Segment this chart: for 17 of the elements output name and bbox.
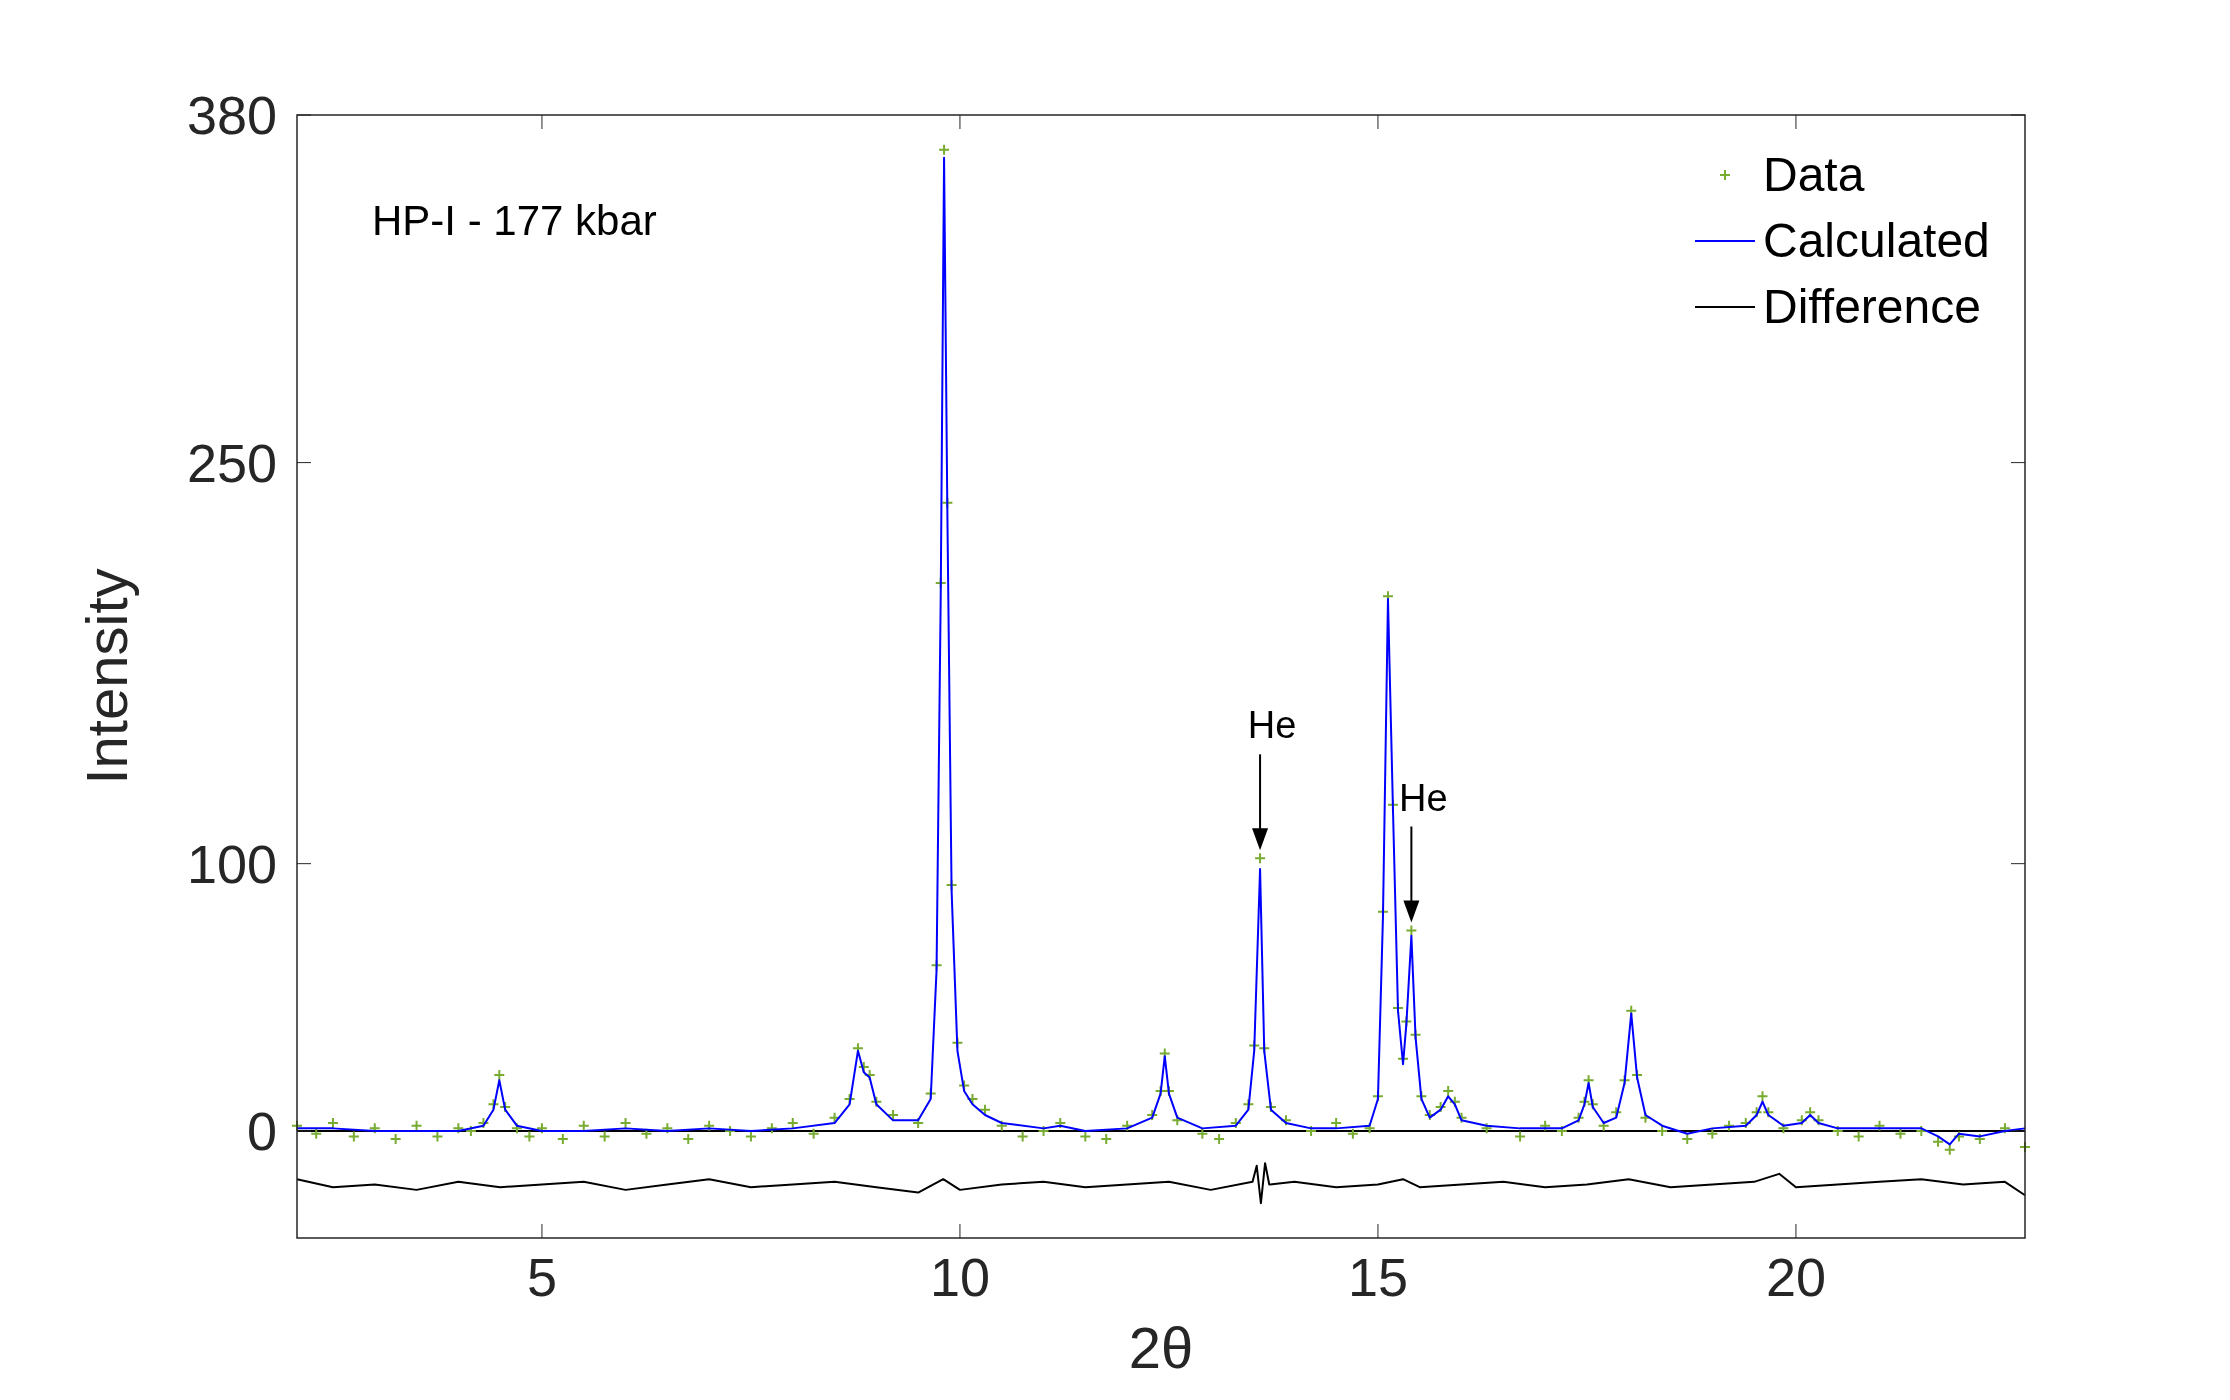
annotation: HP-I - 177 kbar: [372, 197, 657, 244]
y-axis-title: Intensity: [74, 568, 139, 785]
annotation: He: [1247, 704, 1297, 747]
line-series: [296, 1162, 2026, 1205]
legend-label: Difference: [1763, 280, 1981, 333]
legend-label: Data: [1763, 148, 1865, 201]
y-tick-label: 100: [186, 833, 277, 894]
x-tick-label: 15: [1347, 1247, 1408, 1307]
y-tick-label: 250: [186, 432, 277, 493]
x-tick-label: 5: [526, 1247, 557, 1307]
x-tick-label: 20: [1765, 1247, 1826, 1307]
legend-label: Calculated: [1763, 214, 1990, 267]
y-tick-label: 0: [246, 1101, 277, 1162]
x-tick-label: 10: [929, 1247, 990, 1307]
annotation: He: [1399, 776, 1448, 819]
y-tick-label: 380: [186, 85, 277, 145]
x-axis-title: 2θ: [1128, 1315, 1194, 1380]
